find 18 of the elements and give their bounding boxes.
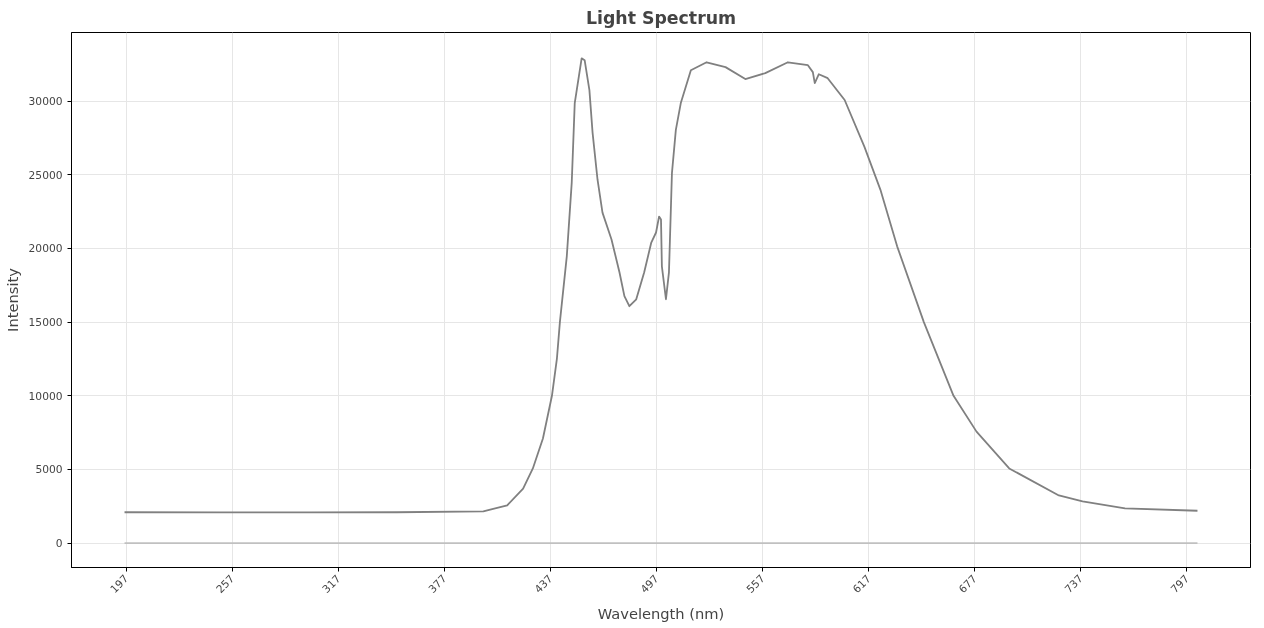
y-tick-label: 0 xyxy=(55,537,63,551)
x-tick-label: 437 xyxy=(531,572,556,596)
y-tick-label: 5000 xyxy=(35,463,63,477)
y-tick-label: 30000 xyxy=(28,95,63,109)
x-tick-label: 677 xyxy=(956,572,980,596)
y-axis-title: Intensity xyxy=(3,267,21,332)
x-tick-label: 317 xyxy=(319,572,344,596)
x-tick-label: 497 xyxy=(637,572,662,596)
x-tick-label: 617 xyxy=(850,572,874,596)
x-tick-label: 797 xyxy=(1168,572,1192,596)
y-tick-label: 10000 xyxy=(28,389,63,403)
y-tick-label: 20000 xyxy=(28,242,63,256)
line-series xyxy=(123,57,1199,514)
chart-title: Light Spectrum xyxy=(585,7,737,28)
x-tick-label: 737 xyxy=(1062,572,1086,596)
x-axis-title: Wavelength (nm) xyxy=(597,604,725,622)
y-tick-label: 25000 xyxy=(28,168,63,182)
y-tick-label: 15000 xyxy=(28,316,63,330)
